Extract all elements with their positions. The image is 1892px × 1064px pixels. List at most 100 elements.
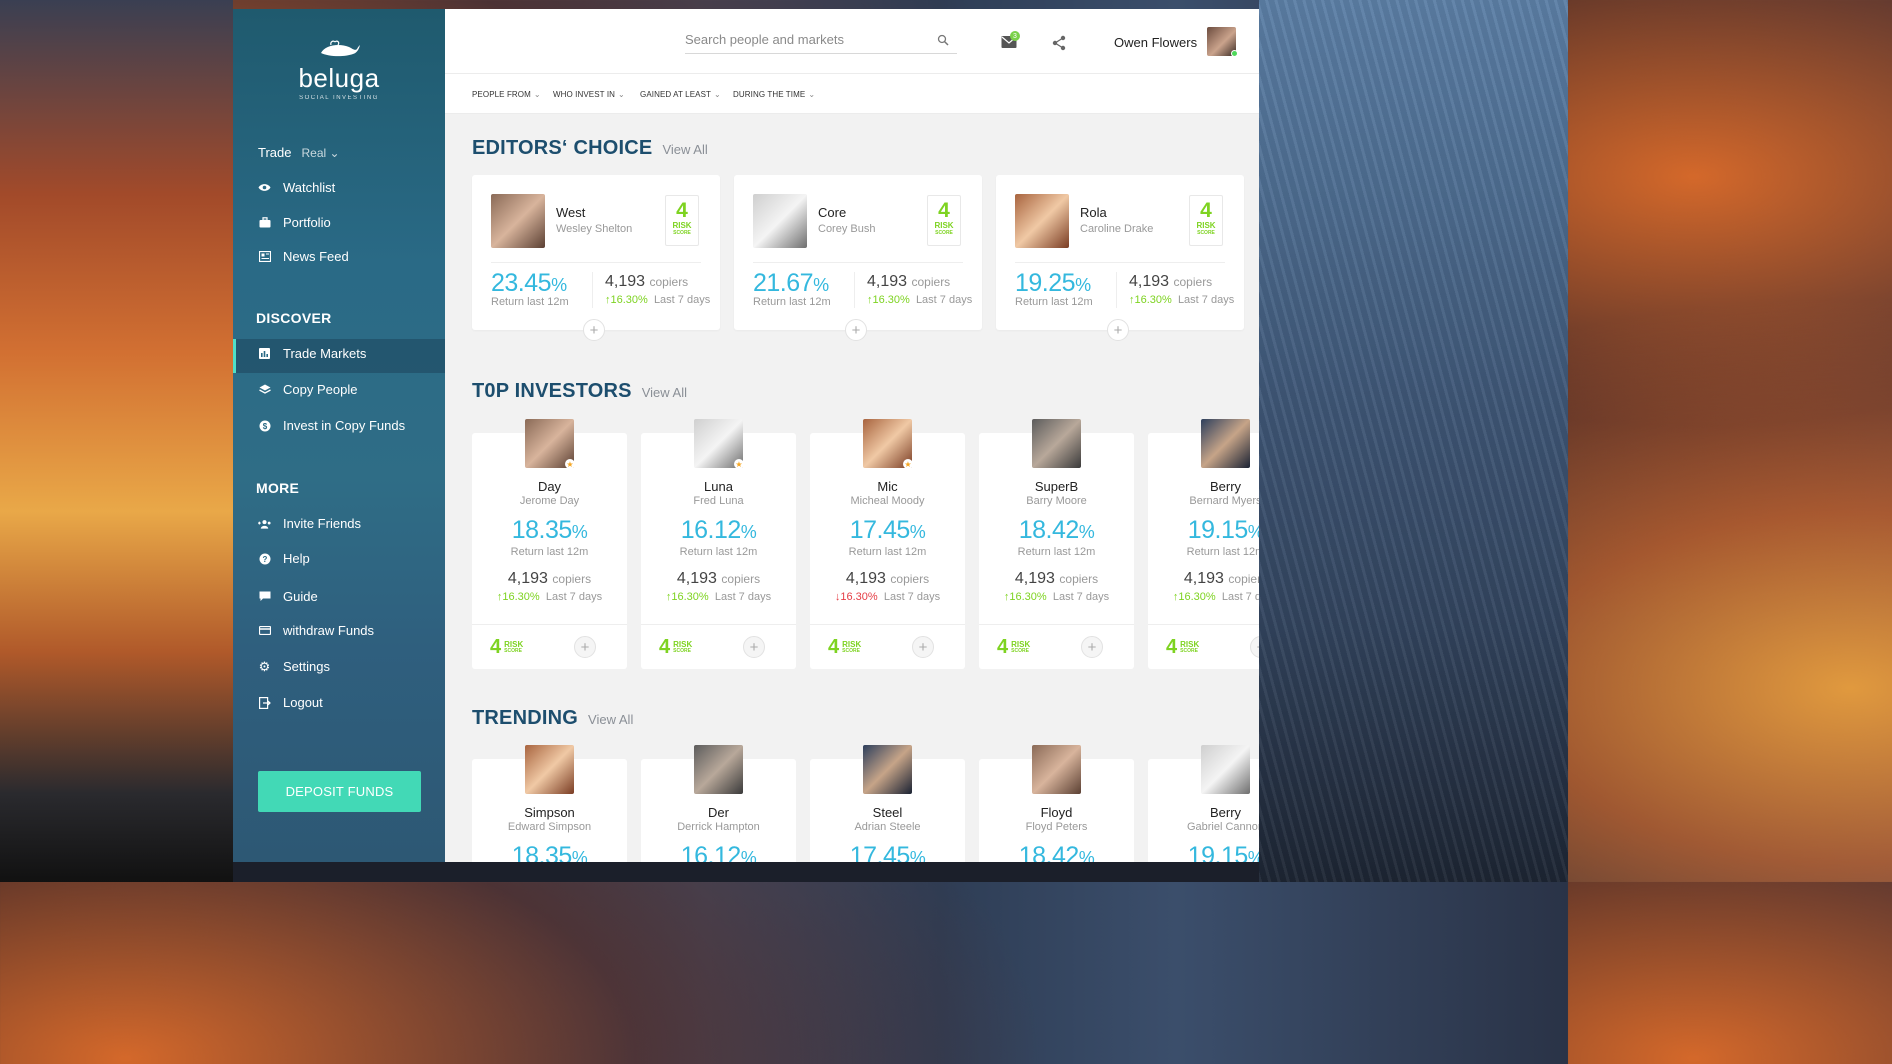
editor-card[interactable]: Rola Caroline Drake 4 RISK SCORE 19.25% … (996, 175, 1244, 341)
sidebar-item-settings[interactable]: ⚙ Settings (258, 658, 330, 675)
gear-icon: ⚙ (258, 658, 271, 674)
change-7d: ↑16.30% Last 7 days (867, 294, 973, 306)
view-all-link[interactable]: View All (588, 712, 634, 727)
deposit-funds-button[interactable]: DEPOSIT FUNDS (258, 771, 421, 812)
investor-card[interactable]: ★ Mic Micheal Moody 17.45% Return last 1… (810, 419, 965, 669)
brand-logo[interactable]: beluga SOCIAL INVESTING (233, 39, 445, 101)
arrow-up-icon: ↑ (1129, 294, 1135, 306)
investor-fullname: Edward Simpson (507, 821, 592, 833)
sidebar-item-copy-people[interactable]: Copy People (258, 382, 357, 397)
trending-card[interactable]: Der Derrick Hampton 16.12% (641, 745, 796, 862)
filter-during-the-time[interactable]: DURING THE TIME ⌄ (733, 90, 816, 99)
editor-card[interactable]: West Wesley Shelton 4 RISK SCORE 23.45% … (472, 175, 720, 341)
add-button[interactable]: + (912, 636, 934, 658)
sidebar-item-help[interactable]: ? Help (258, 551, 310, 566)
investor-nickname: Floyd (1040, 805, 1073, 820)
filter-gained-at-least[interactable]: GAINED AT LEAST ⌄ (640, 90, 721, 99)
return-value: 16.12% (680, 842, 757, 862)
trending-heading: TRENDING View All (472, 707, 634, 729)
add-button[interactable]: + (743, 636, 765, 658)
copiers-count: 4,193 copiers (867, 273, 951, 290)
add-button[interactable]: + (583, 319, 605, 341)
view-all-link[interactable]: View All (662, 142, 708, 157)
sidebar-item-label: Invest in Copy Funds (283, 418, 406, 433)
risk-score-value: 4 (938, 199, 950, 222)
editor-card[interactable]: Core Corey Bush 4 RISK SCORE 21.67% Retu… (734, 175, 982, 341)
investor-nickname: Luna (704, 479, 733, 494)
question-icon: ? (258, 552, 271, 565)
brand-name: beluga (298, 63, 380, 93)
search-field[interactable] (685, 32, 957, 54)
newspaper-icon (258, 250, 271, 263)
sidebar-item-trade-markets[interactable]: Trade Markets (258, 346, 366, 361)
arrow-up-icon: ↑ (665, 591, 672, 603)
trending-card[interactable]: Steel Adrian Steele 17.45% (810, 745, 965, 862)
investor-card[interactable]: Berry Bernard Myers 19.15% Return last 1… (1148, 419, 1259, 669)
avatar (1032, 745, 1081, 794)
sidebar-item-label: Settings (283, 659, 330, 674)
investor-nickname: West (556, 205, 586, 220)
investor-nickname: Simpson (524, 805, 575, 820)
return-label: Return last 12m (1017, 546, 1096, 558)
investor-nickname: Core (818, 205, 847, 220)
sidebar-item-logout[interactable]: Logout (258, 695, 323, 710)
trending-card[interactable]: Floyd Floyd Peters 18.42% (979, 745, 1134, 862)
investor-fullname: Fred Luna (693, 495, 744, 507)
sidebar-item-label: Invite Friends (283, 516, 362, 531)
search-input[interactable] (685, 32, 925, 47)
change-7d: ↑16.30% Last 7 days (605, 294, 711, 306)
trending-card[interactable]: Berry Gabriel Cannon 19.15% (1148, 745, 1259, 862)
score-label: SCORE (673, 230, 691, 236)
return-value: 21.67% (753, 269, 829, 297)
risk-score-badge: 4 RISK SCORE (1166, 636, 1200, 658)
sidebar-item-watchlist[interactable]: Watchlist (258, 180, 335, 195)
risk-score-value: 4 (490, 636, 502, 658)
trade-mode-selector[interactable]: Trade Real ⌄ (258, 145, 340, 160)
avatar (1201, 419, 1250, 468)
logout-icon (258, 696, 271, 709)
investor-card[interactable]: ★ Day Jerome Day 18.35% Return last 12m … (472, 419, 627, 669)
copiers-count: 4,193 copiers (1129, 273, 1213, 290)
investor-nickname: SuperB (1034, 479, 1079, 494)
sidebar-item-invest-in-copy-funds[interactable]: $ Invest in Copy Funds (258, 418, 405, 433)
chevron-down-icon: ⌄ (808, 90, 816, 99)
sidebar-item-withdraw-funds[interactable]: withdraw Funds (258, 623, 374, 638)
investor-fullname: Floyd Peters (1025, 821, 1088, 833)
search-icon[interactable] (937, 34, 949, 46)
arrow-up-icon: ↑ (1003, 591, 1010, 603)
sidebar-item-guide[interactable]: Guide (258, 589, 318, 604)
risk-score-badge: 4 RISK SCORE (1189, 195, 1223, 246)
chat-icon (258, 590, 271, 603)
sidebar-item-label: Logout (283, 695, 323, 710)
arrow-up-icon: ↑ (1172, 591, 1179, 603)
filter-people-from[interactable]: PEOPLE FROM ⌄ (472, 90, 541, 99)
add-button[interactable]: + (1107, 319, 1129, 341)
score-label: SCORE (1197, 230, 1215, 236)
share-icon[interactable] (1051, 35, 1067, 51)
divider (753, 262, 963, 263)
add-button[interactable]: + (574, 636, 596, 658)
chevron-down-icon: ⌄ (714, 90, 721, 99)
return-value: 16.12% (680, 516, 757, 544)
divider (810, 624, 965, 625)
investor-card[interactable]: ★ Luna Fred Luna 16.12% Return last 12m … (641, 419, 796, 669)
divider (592, 272, 593, 308)
avatar (491, 194, 545, 248)
sidebar-item-invite-friends[interactable]: Invite Friends (258, 516, 361, 531)
user-name[interactable]: Owen Flowers (1114, 35, 1198, 50)
add-button[interactable]: + (1250, 636, 1259, 658)
add-button[interactable]: + (845, 319, 867, 341)
sidebar-item-portfolio[interactable]: Portfolio (258, 215, 331, 230)
change-7d: ↑16.30% Last 7 days (1129, 294, 1235, 306)
change-7d: ↑16.30% Last 7 days (1172, 591, 1259, 603)
filter-who-invest-in[interactable]: WHO INVEST IN ⌄ (553, 90, 625, 99)
risk-label: RISK (934, 221, 954, 230)
copiers-count: 4,193 copiers (845, 570, 930, 587)
add-button[interactable]: + (1081, 636, 1103, 658)
view-all-link[interactable]: View All (641, 385, 687, 400)
investor-card[interactable]: SuperB Barry Moore 18.42% Return last 12… (979, 419, 1134, 669)
sidebar-item-label: Help (283, 551, 310, 566)
return-label: Return last 12m (679, 546, 758, 558)
trending-card[interactable]: Simpson Edward Simpson 18.35% (472, 745, 627, 862)
sidebar-item-news-feed[interactable]: News Feed (258, 249, 349, 264)
